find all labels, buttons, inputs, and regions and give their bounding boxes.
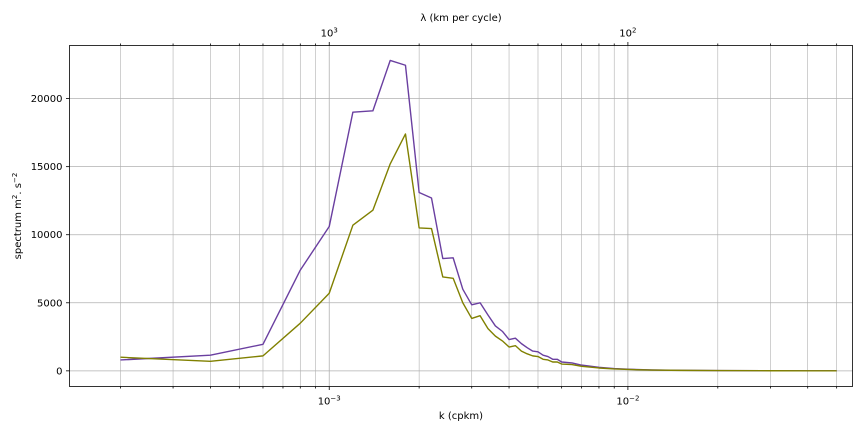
y-tick-label: 5000 <box>37 298 62 309</box>
y-tick-label: 10000 <box>31 230 63 241</box>
grid-minor-lines <box>120 45 837 387</box>
y-axis-label: spectrum m2. s−2 <box>11 173 24 260</box>
y-axis-label-sup2: −2 <box>11 173 19 183</box>
y-tick-label: 15000 <box>31 162 63 173</box>
x-tick-label: 10−3 <box>318 395 341 408</box>
y-tick-label: 0 <box>56 366 62 377</box>
x-tick-label: 10−2 <box>616 395 639 408</box>
top-x-axis-label: λ (km per cycle) <box>420 13 501 24</box>
plot-frame <box>69 45 853 387</box>
ticks-layer: 0 5000 10000 15000 20000 10−3 10−2 103 102 <box>31 27 838 408</box>
y-axis-label-mid: . s <box>13 183 24 195</box>
top-x-tick-label: 102 <box>619 27 636 40</box>
series-layer <box>120 59 837 372</box>
y-axis-label-sup1: 2 <box>11 195 19 199</box>
y-tick-label: 20000 <box>31 94 63 105</box>
top-x-tick-label: 103 <box>321 27 338 40</box>
series-line-2 <box>120 133 837 372</box>
x-axis-label: k (cpkm) <box>439 411 483 422</box>
y-axis-label-main: spectrum m <box>13 199 24 259</box>
